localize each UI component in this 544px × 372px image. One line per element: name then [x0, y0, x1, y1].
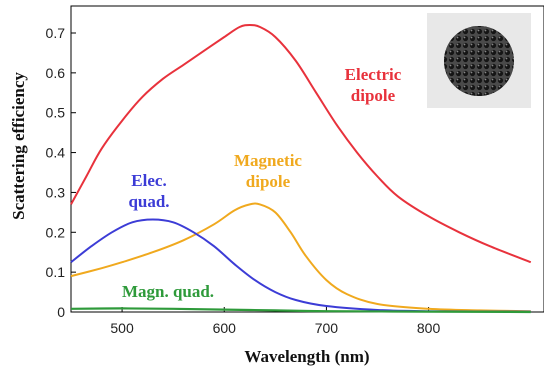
x-tick-label: 800	[417, 320, 441, 336]
y-tick-label: 0.5	[46, 105, 66, 121]
magnetic-dipole-label: dipole	[246, 172, 291, 191]
electric-dipole-label: dipole	[351, 86, 396, 105]
magn-quad-label: Magn. quad.	[122, 282, 214, 301]
y-tick-label: 0	[57, 304, 65, 320]
x-tick-label: 600	[213, 320, 237, 336]
x-tick-label: 500	[110, 320, 134, 336]
elec-quad-label: Elec.	[131, 171, 166, 190]
x-axis-title: Wavelength (nm)	[244, 347, 369, 366]
elec-quad-label: quad.	[128, 192, 169, 211]
magnetic-dipole-label: Magnetic	[234, 151, 302, 170]
x-tick-label: 700	[315, 320, 339, 336]
y-tick-label: 0.2	[46, 224, 66, 240]
inset-micrograph-image	[427, 13, 531, 108]
magn-quad-line	[70, 307, 531, 314]
electric-dipole-line	[70, 24, 532, 264]
y-tick-label: 0.1	[46, 264, 66, 280]
y-axis-title: Scattering efficiency	[9, 72, 28, 220]
electric-dipole-label: Electric	[345, 65, 402, 84]
y-tick-label: 0.7	[46, 25, 66, 41]
y-tick-label: 0.6	[46, 65, 66, 81]
magnetic-dipole-line	[70, 202, 531, 313]
elec-quad-line	[70, 218, 531, 313]
y-tick-label: 0.3	[46, 184, 66, 200]
y-tick-label: 0.4	[46, 145, 66, 161]
